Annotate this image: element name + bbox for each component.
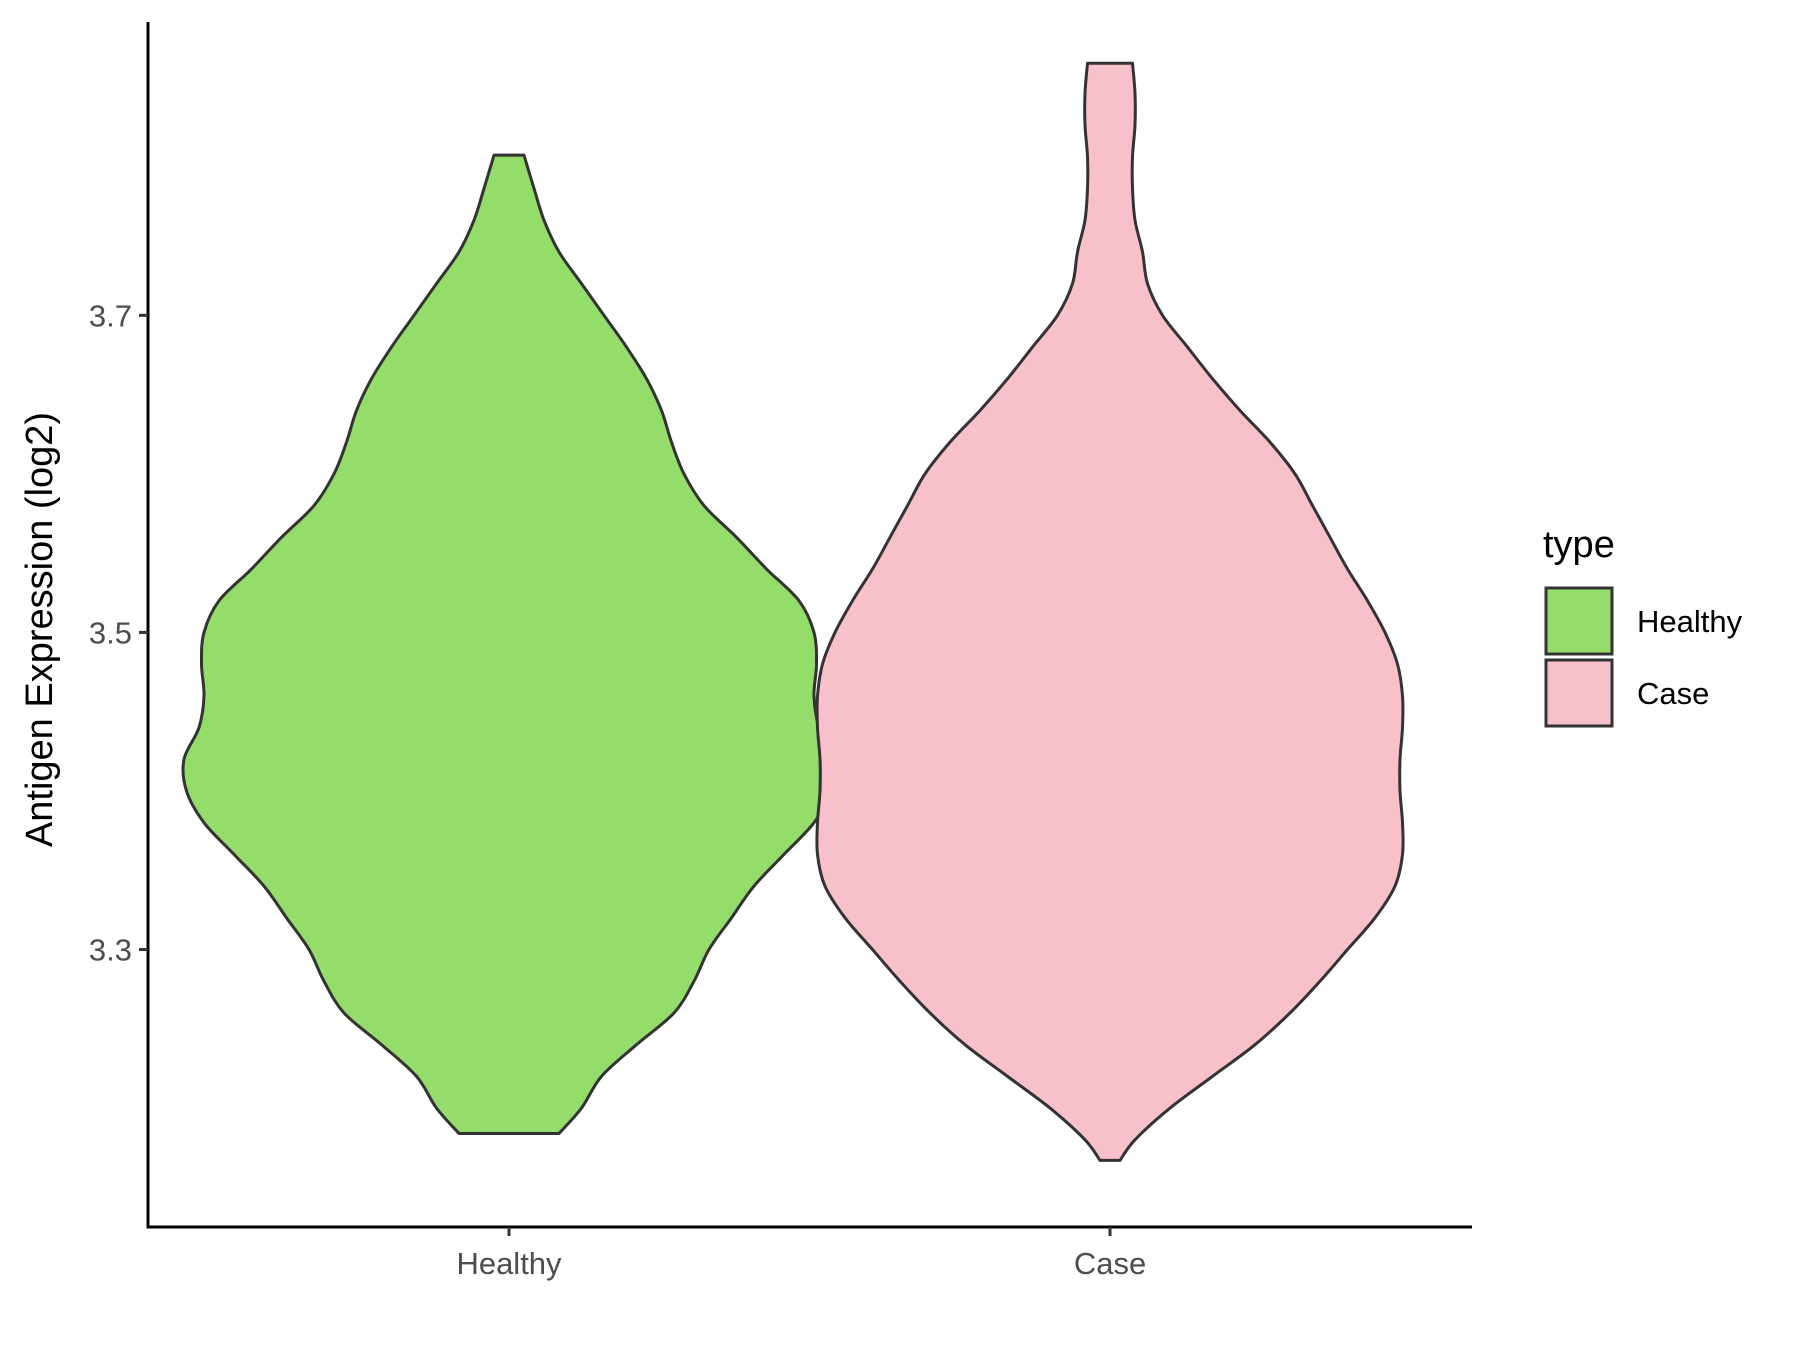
y-tick-label: 3.3	[89, 933, 132, 968]
legend-title: type	[1543, 524, 1615, 566]
violin-layer	[181, 61, 1405, 1162]
y-tick-label: 3.7	[89, 298, 132, 333]
y-axis-title: Antigen Expression (log2)	[19, 412, 61, 847]
legend-label-healthy: Healthy	[1637, 604, 1743, 639]
legend-items: Healthy Case	[1544, 586, 1743, 728]
y-axis-ticks: 3.3 3.5 3.7	[89, 298, 148, 968]
legend-swatch-case	[1544, 658, 1614, 728]
x-tick-label-case: Case	[1074, 1246, 1146, 1281]
y-tick-label: 3.5	[89, 615, 132, 650]
legend-label-case: Case	[1637, 676, 1709, 711]
x-tick-label-healthy: Healthy	[456, 1246, 562, 1281]
legend: type Healthy Case	[1543, 524, 1743, 728]
violin-case	[815, 61, 1405, 1162]
x-axis-ticks: Healthy Case	[456, 1227, 1146, 1281]
violin-healthy	[181, 153, 837, 1135]
legend-swatch-healthy	[1544, 586, 1614, 656]
